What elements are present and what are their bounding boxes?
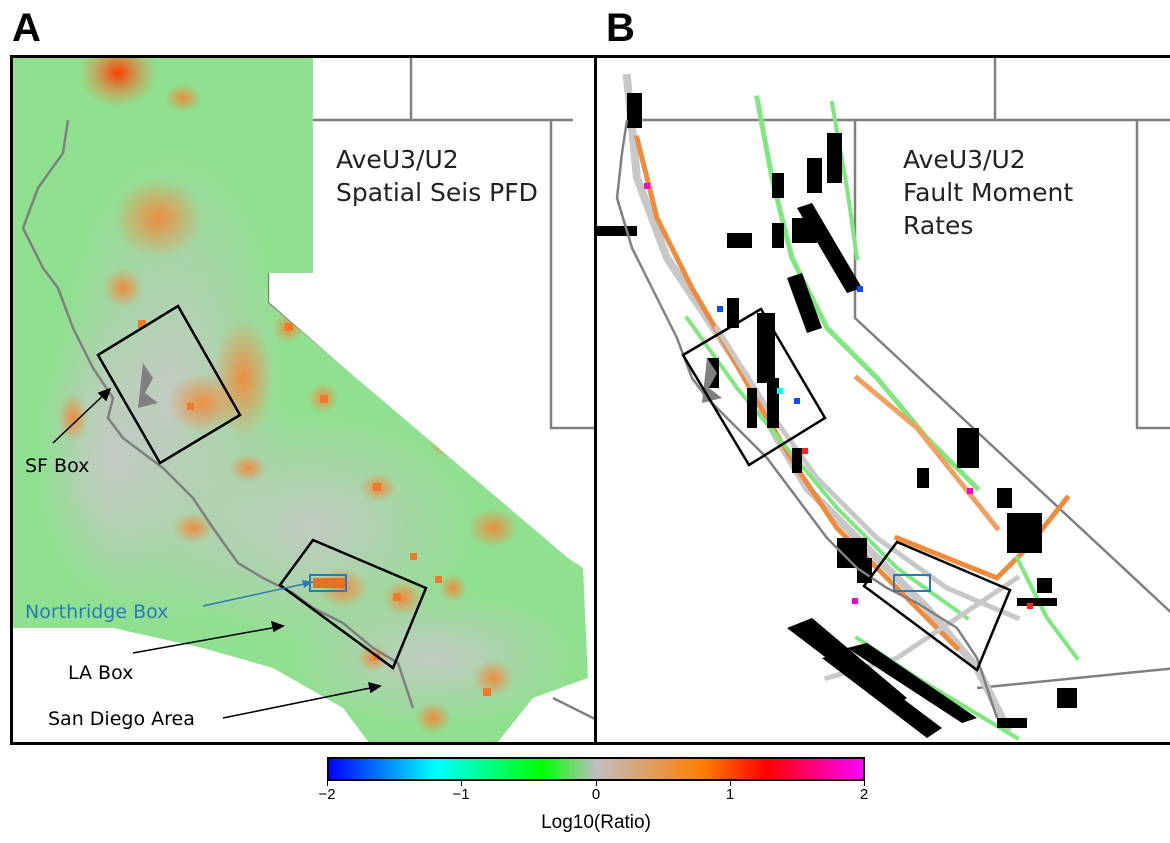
colorbar-tick: [327, 780, 328, 786]
colorbar-tick: [730, 780, 731, 786]
colorbar-tick-label: −2: [318, 786, 336, 803]
northridge-box-outline-b: [893, 574, 931, 592]
panel-a-title-line1: AveU3/U2: [336, 145, 459, 174]
sf-box-label: SF Box: [25, 455, 90, 477]
colorbar-tick: [461, 780, 462, 786]
panel-b-title-line1: AveU3/U2: [903, 145, 1026, 174]
colorbar-tick: [864, 780, 865, 786]
sf-box-outline-b: [681, 307, 827, 467]
sf-bay-a: [138, 363, 158, 408]
colorbar-title: Log10(Ratio): [541, 812, 651, 833]
fault-black-segments: [597, 93, 1077, 738]
map-panel-a: AveU3/U2 Spatial Seis PFD SF Box Northri…: [10, 55, 597, 745]
san-diego-label: San Diego Area: [48, 708, 195, 730]
panel-letter-a: A: [12, 6, 41, 50]
la-box-outline-b: [862, 540, 1012, 672]
la-box-label: LA Box: [68, 662, 134, 684]
colorbar-tick-label: −1: [452, 786, 470, 803]
colorbar-tick: [596, 780, 597, 786]
colorbar: [327, 757, 865, 781]
annotation-arrows: [52, 387, 382, 719]
panel-a-title-line2: Spatial Seis PFD: [336, 178, 538, 207]
fault-hotspots: [644, 183, 1033, 609]
la-box-outline: [278, 538, 428, 670]
northridge-arrowhead: [302, 580, 313, 588]
northridge-arrow: [202, 581, 314, 607]
sf-bay-b: [702, 358, 722, 403]
spatial-seis-map: [13, 58, 594, 742]
sf-box-outline: [96, 304, 242, 465]
fault-moment-map: [597, 58, 1170, 741]
colorbar-tick-label: 1: [725, 786, 735, 803]
colorbar-tick-label: 2: [859, 786, 869, 803]
seismicity-field: [13, 58, 588, 742]
state-boundaries-b: [627, 58, 1170, 690]
coastline-a: [21, 119, 415, 709]
northridge-box-label: Northridge Box: [25, 601, 169, 623]
colorbar-tick-label: 0: [591, 786, 601, 803]
panel-b-title-line2: Fault Moment: [903, 178, 1074, 207]
panel-b-title-line3: Rates: [903, 211, 974, 240]
panel-letter-b: B: [606, 6, 635, 50]
map-panel-b: AveU3/U2 Fault Moment Rates: [594, 55, 1170, 745]
coastline-b: [615, 119, 999, 719]
